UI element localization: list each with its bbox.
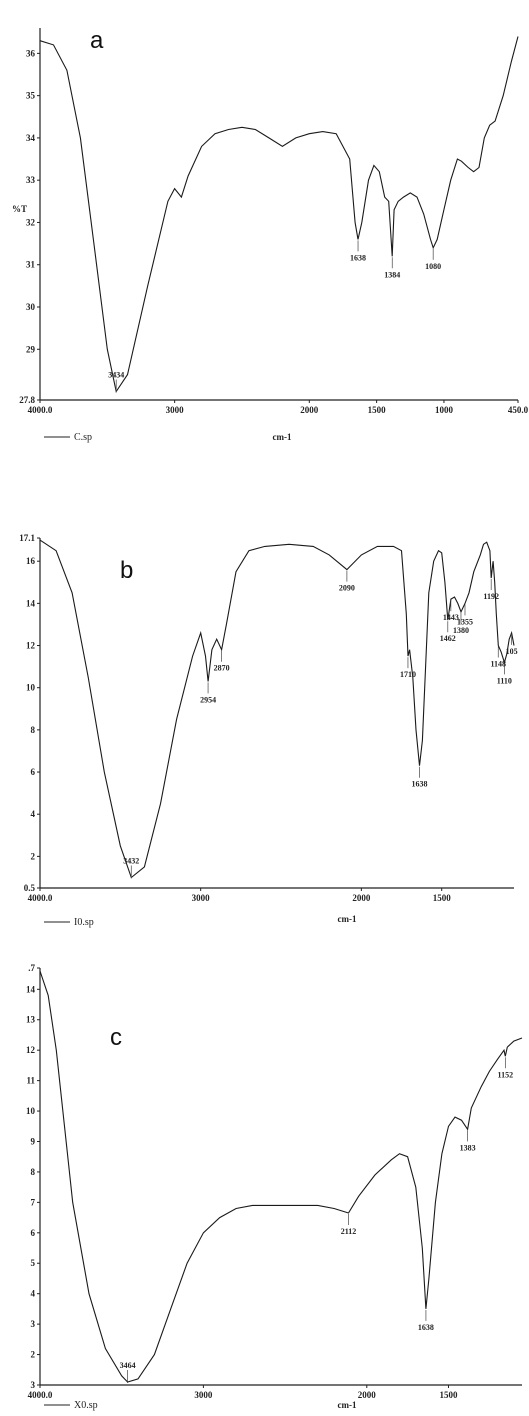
peak-label: 2954 — [200, 695, 216, 704]
peak-label: 1080 — [425, 262, 441, 271]
panel-label: c — [110, 1024, 122, 1051]
y-tick-label: 31 — [26, 260, 36, 270]
y-tick-label: 33 — [26, 175, 36, 185]
x-axis-label: cm-1 — [338, 1400, 357, 1410]
y-tick-label: 12 — [26, 1045, 36, 1055]
x-tick-label: 3000 — [166, 405, 185, 415]
x-tick-label: 1500 — [439, 1390, 458, 1400]
y-tick-label: 10 — [26, 1106, 36, 1116]
y-tick-label: 27.8 — [19, 395, 35, 405]
peak-label: 3464 — [120, 1361, 136, 1370]
spectrum-line — [39, 36, 519, 393]
spectrum-panel-c: 3 2 3 4 5 6 7 8 9 10 11 12 13 14 .7 4000.0 3000 2000 1500 3… — [0, 945, 529, 1416]
panel-label: a — [90, 27, 104, 54]
y-tick-label: 3 — [31, 1319, 36, 1329]
y-tick-label: 3 — [31, 1380, 36, 1390]
peak-label: 2870 — [214, 664, 230, 673]
peak-label: 1152 — [498, 1070, 514, 1079]
x-tick-label: 3000 — [194, 1390, 213, 1400]
spectrum-line — [39, 539, 515, 879]
x-tick-label: 2000 — [300, 405, 319, 415]
peak-label: 2090 — [339, 584, 355, 593]
y-tick-label: .7 — [28, 963, 35, 973]
peak-label: 1443 — [443, 613, 459, 622]
y-axis-label: %T — [12, 204, 27, 214]
peak-label: 1148 — [490, 660, 506, 669]
y-tick-label: 8 — [31, 1167, 36, 1177]
peak-label: 3432 — [123, 856, 139, 865]
y-tick-label: 17.1 — [19, 533, 35, 543]
y-tick-label: 12 — [26, 641, 36, 651]
peak-label: 105 — [506, 647, 518, 656]
spectrum-chart-b: 0.5 2 4 6 8 10 12 14 16 17.1 4000.0 3000 2000 1500 343… — [19, 533, 518, 928]
y-tick-label: 34 — [26, 133, 36, 143]
peak-label: 1192 — [483, 592, 499, 601]
legend-label: I0.sp — [74, 917, 94, 928]
y-tick-label: 2 — [31, 851, 36, 861]
y-tick-label: 7 — [31, 1197, 36, 1207]
spectrum-panel-b: 0.5 2 4 6 8 10 12 14 16 17.1 4000.0 3000 2000 1500 343… — [0, 470, 529, 945]
peak-label: 1384 — [384, 270, 400, 279]
y-tick-label: 16 — [26, 556, 36, 566]
y-tick-label: 10 — [26, 683, 36, 693]
x-tick-label: 3000 — [192, 893, 211, 903]
y-tick-label: 11 — [26, 1076, 35, 1086]
spectrum-chart-c: 3 2 3 4 5 6 7 8 9 10 11 12 13 14 .7 4000.0 3000 2000 1500 3… — [26, 963, 523, 1411]
y-tick-label: 35 — [26, 91, 36, 101]
y-tick-label: 4 — [31, 1289, 36, 1299]
y-tick-label: 36 — [26, 48, 36, 58]
peak-label: 1638 — [350, 253, 366, 262]
y-tick-label: 6 — [31, 767, 36, 777]
y-tick-label: 29 — [26, 344, 36, 354]
x-tick-label: 2000 — [358, 1390, 377, 1400]
x-tick-label: 450.0 — [508, 405, 529, 415]
y-tick-label: 6 — [31, 1228, 36, 1238]
x-tick-label: 4000.0 — [28, 1390, 53, 1400]
y-tick-label: 4 — [31, 809, 36, 819]
y-tick-label: 32 — [26, 217, 36, 227]
y-tick-label: 14 — [26, 598, 36, 608]
peak-label: 1638 — [418, 1323, 434, 1332]
y-tick-label: 0.5 — [24, 883, 36, 893]
peak-label: 3434 — [108, 371, 124, 380]
peak-label: 1355 — [457, 617, 473, 626]
x-tick-label: 4000.0 — [28, 893, 53, 903]
x-tick-label: 2000 — [352, 893, 371, 903]
y-tick-label: 14 — [26, 984, 36, 994]
y-tick-label: 5 — [31, 1258, 36, 1268]
peak-label: 1380 — [453, 626, 469, 635]
peak-label: 1638 — [412, 780, 428, 789]
spectrum-chart-a: 27.8 29 30 31 32 33 34 35 36 4000.0 3000 2000 1500 10… — [12, 27, 529, 443]
legend-label: X0.sp — [74, 1400, 98, 1411]
spectrum-line — [39, 970, 523, 1383]
x-tick-label: 1000 — [435, 405, 454, 415]
spectrum-panel-a: 27.8 29 30 31 32 33 34 35 36 4000.0 3000 2000 1500 10… — [0, 0, 529, 470]
panel-label: b — [120, 557, 133, 584]
y-tick-label: 9 — [31, 1136, 36, 1146]
y-tick-label: 2 — [31, 1350, 36, 1360]
peak-label: 1710 — [400, 670, 416, 679]
x-tick-label: 4000.0 — [28, 405, 53, 415]
peak-label: 1462 — [440, 634, 456, 643]
x-axis-label: cm-1 — [273, 432, 292, 442]
y-tick-label: 30 — [26, 302, 36, 312]
x-axis-label: cm-1 — [338, 914, 357, 924]
peak-label: 1383 — [460, 1143, 476, 1152]
peak-label: 2112 — [341, 1227, 357, 1236]
x-tick-label: 1500 — [368, 405, 387, 415]
y-tick-label: 13 — [26, 1015, 36, 1025]
peak-label: 1110 — [497, 676, 512, 685]
x-tick-label: 1500 — [433, 893, 452, 903]
y-tick-label: 8 — [31, 725, 36, 735]
legend-label: C.sp — [74, 432, 92, 443]
